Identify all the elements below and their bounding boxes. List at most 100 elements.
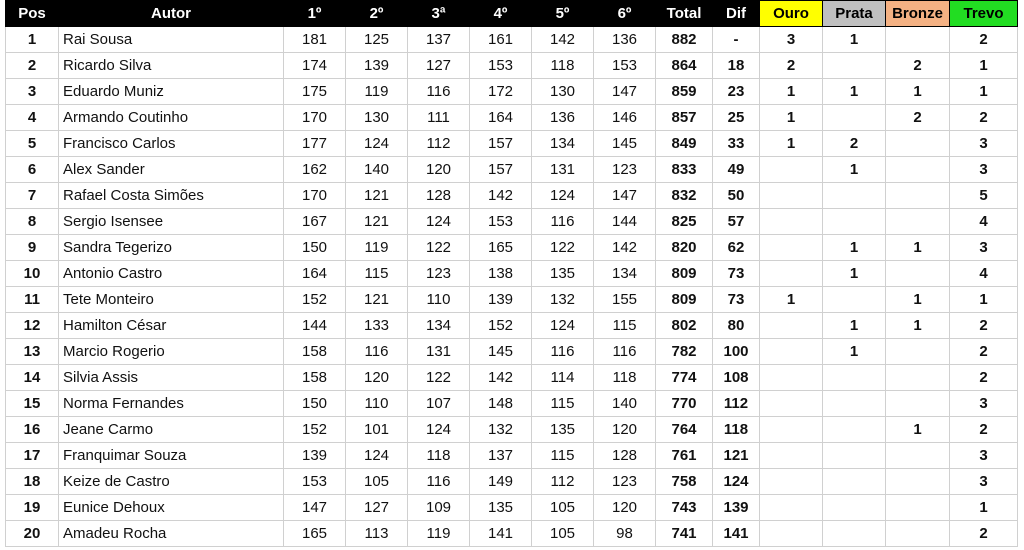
table-cell: 6 (5, 156, 59, 183)
table-cell: 5 (5, 130, 59, 157)
table-row: 9 Sandra Tegerizo 150 119 122 165 122 142 820 62 1… (5, 234, 1018, 261)
table-cell: 105 (531, 520, 594, 547)
header-cell: 4º (469, 0, 532, 27)
table-cell: 132 (469, 416, 532, 443)
table-cell (885, 26, 950, 53)
table-cell: 743 (655, 494, 713, 521)
table-cell (822, 52, 886, 79)
table-cell: 3 (5, 78, 59, 105)
table-cell: 121 (345, 286, 408, 313)
table-cell: 167 (283, 208, 346, 235)
table-cell: 758 (655, 468, 713, 495)
table-cell: 1 (885, 286, 950, 313)
table-cell: 110 (407, 286, 470, 313)
table-cell: 113 (345, 520, 408, 547)
table-cell: 105 (345, 468, 408, 495)
table-cell: 12 (5, 312, 59, 339)
table-cell: 2 (949, 26, 1018, 53)
table-cell: 116 (407, 468, 470, 495)
table-cell: 139 (712, 494, 760, 521)
table-cell: 2 (949, 338, 1018, 365)
table-cell: Armando Coutinho (58, 104, 284, 131)
table-cell: Sergio Isensee (58, 208, 284, 235)
table-cell: 120 (593, 416, 656, 443)
table-cell: 147 (593, 78, 656, 105)
table-cell (885, 390, 950, 417)
ranking-table: Pos Autor 1º 2º 3ª 4º 5º 6º Total Dif Ouro Prata Bro… (5, 0, 1018, 547)
table-cell: 2 (5, 52, 59, 79)
table-cell: 9 (5, 234, 59, 261)
table-cell: 825 (655, 208, 713, 235)
table-cell: 135 (531, 260, 594, 287)
table-cell: 138 (469, 260, 532, 287)
table-cell: 152 (469, 312, 532, 339)
table-cell: 2 (949, 416, 1018, 443)
table-cell: 157 (469, 156, 532, 183)
table-cell: 123 (593, 468, 656, 495)
table-cell: 4 (949, 260, 1018, 287)
table-cell: 1 (822, 312, 886, 339)
table-cell: 1 (759, 130, 823, 157)
header-cell: Total (655, 0, 713, 27)
table-cell: 127 (407, 52, 470, 79)
table-cell: 782 (655, 338, 713, 365)
table-cell (822, 494, 886, 521)
table-cell: 1 (822, 26, 886, 53)
table-cell (822, 520, 886, 547)
table-cell: Tete Monteiro (58, 286, 284, 313)
table-cell: 142 (469, 182, 532, 209)
table-cell: 774 (655, 364, 713, 391)
table-cell: 1 (759, 78, 823, 105)
table-cell: 33 (712, 130, 760, 157)
table-cell: 115 (345, 260, 408, 287)
table-cell: 3 (949, 130, 1018, 157)
table-cell: 864 (655, 52, 713, 79)
table-cell: 1 (5, 26, 59, 53)
table-cell: Franquimar Souza (58, 442, 284, 469)
table-cell (759, 468, 823, 495)
table-cell: 124 (345, 130, 408, 157)
table-cell: 125 (345, 26, 408, 53)
table-cell: 141 (469, 520, 532, 547)
table-row: 15 Norma Fernandes 150 110 107 148 115 140 770 11… (5, 390, 1018, 417)
table-cell (759, 338, 823, 365)
table-row: 17 Franquimar Souza 139 124 118 137 115 128 761 1… (5, 442, 1018, 469)
header-cell: Autor (58, 0, 284, 27)
table-cell: 162 (283, 156, 346, 183)
table-cell: 120 (345, 364, 408, 391)
table-cell (759, 494, 823, 521)
table-row: 12 Hamilton César 144 133 134 152 124 115 802 80 1… (5, 312, 1018, 339)
table-cell: Ricardo Silva (58, 52, 284, 79)
table-cell (759, 208, 823, 235)
table-cell: Silvia Assis (58, 364, 284, 391)
table-cell: 137 (407, 26, 470, 53)
table-cell (885, 338, 950, 365)
table-cell (759, 520, 823, 547)
table-cell: 164 (469, 104, 532, 131)
table-cell: 114 (531, 364, 594, 391)
table-cell: 3 (949, 390, 1018, 417)
table-cell: 116 (593, 338, 656, 365)
table-cell (822, 364, 886, 391)
header-row: Pos Autor 1º 2º 3ª 4º 5º 6º Total Dif Ouro Prata Bro… (5, 0, 1018, 27)
table-cell: Antonio Castro (58, 260, 284, 287)
table-cell: 802 (655, 312, 713, 339)
table-cell: 770 (655, 390, 713, 417)
table-cell: Sandra Tegerizo (58, 234, 284, 261)
table-cell: 110 (345, 390, 408, 417)
table-cell: Keize de Castro (58, 468, 284, 495)
table-cell: 119 (345, 78, 408, 105)
table-cell: 2 (885, 104, 950, 131)
table-cell: 141 (712, 520, 760, 547)
table-cell: 152 (283, 416, 346, 443)
table-cell: 116 (531, 338, 594, 365)
table-cell: 849 (655, 130, 713, 157)
table-cell (885, 208, 950, 235)
table-cell: 135 (531, 416, 594, 443)
table-cell: 121 (345, 182, 408, 209)
table-cell: 98 (593, 520, 656, 547)
table-cell: 139 (283, 442, 346, 469)
table-cell: 3 (949, 156, 1018, 183)
table-cell (759, 364, 823, 391)
table-cell: 2 (949, 520, 1018, 547)
